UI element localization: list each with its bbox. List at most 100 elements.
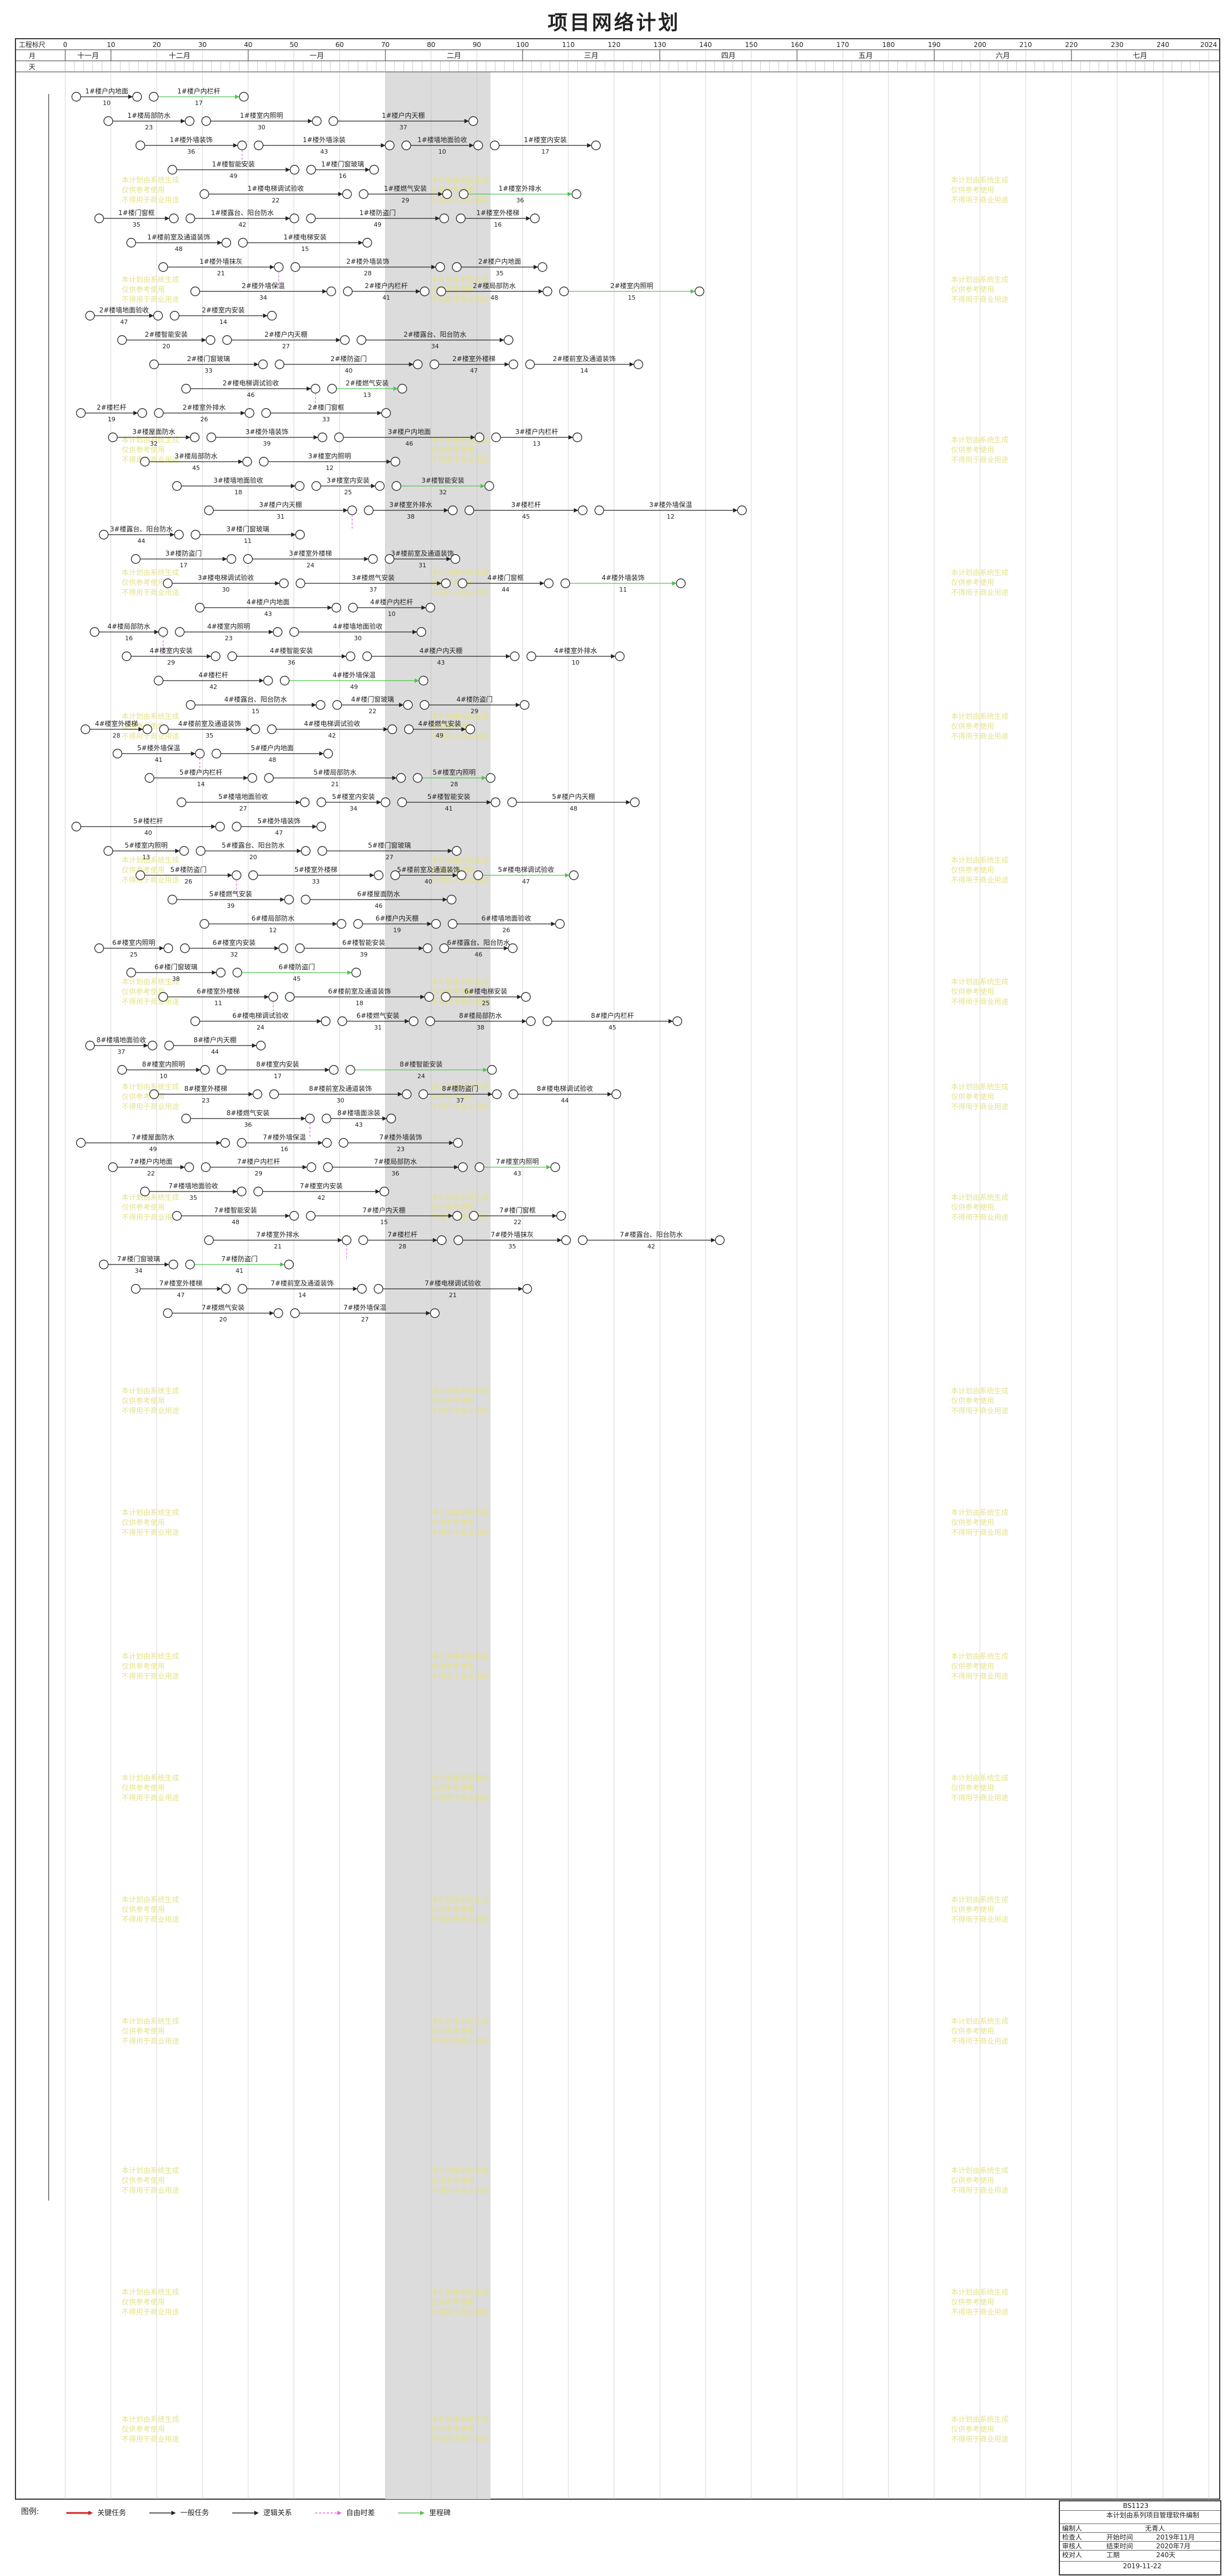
arrow-head (138, 727, 143, 731)
task-label: 4#楼门窗框 (488, 573, 524, 582)
watermark: 仅供参考使用 (951, 1203, 994, 1212)
task-label: 8#楼室内照明 (142, 1060, 185, 1068)
arrow-head (546, 1165, 551, 1169)
event-node (117, 1065, 127, 1075)
event-node (85, 311, 95, 321)
event-node (220, 1138, 230, 1148)
task-duration: 43 (320, 148, 328, 155)
task-duration: 21 (331, 781, 339, 788)
task-duration: 35 (190, 1194, 197, 1201)
arrow-head (364, 557, 369, 561)
event-node (317, 846, 327, 856)
arrow-head (442, 897, 447, 902)
arrow-head (227, 873, 232, 877)
task-label: 1#楼门窗玻璃 (321, 160, 364, 168)
event-node (422, 943, 433, 953)
event-node (201, 116, 211, 126)
legend-item: 关键任务 (97, 2509, 126, 2517)
task-duration: 28 (113, 732, 121, 739)
task-duration: 29 (401, 197, 409, 204)
event-node (452, 846, 462, 856)
arrow-head (338, 192, 343, 196)
event-node (452, 262, 462, 272)
task-label: 3#楼户内天棚 (259, 500, 302, 509)
watermark: 仅供参考使用 (122, 722, 165, 731)
task-label: 3#楼外墙装饰 (245, 427, 289, 436)
event-node (266, 724, 277, 734)
task-label: 8#楼墙面涂装 (337, 1109, 380, 1117)
event-node (149, 92, 159, 102)
watermark: 仅供参考使用 (122, 2425, 165, 2434)
watermark: 不得用于商业用途 (431, 1794, 489, 1802)
watermark: 本计划由系统生成 (431, 713, 489, 721)
event-node (374, 870, 384, 880)
arrow-head (386, 459, 391, 464)
task-duration: 32 (439, 489, 447, 496)
task-label: 3#楼门窗玻璃 (226, 525, 269, 533)
event-node (322, 1138, 332, 1148)
task-duration: 36 (391, 1170, 399, 1177)
watermark: 本计划由系统生成 (951, 1774, 1008, 1783)
tb-project: 本计划由系列项目管理软件编制 (1106, 2511, 1200, 2519)
task-label: 2#楼栏杆 (97, 403, 127, 411)
watermark: 本计划由系统生成 (951, 176, 1008, 185)
arrow-head (405, 1019, 410, 1023)
task-label: 1#楼前室及通道装饰 (147, 233, 210, 241)
watermark: 本计划由系统生成 (122, 2288, 179, 2297)
watermark: 本计划由系统生成 (951, 2018, 1008, 2026)
watermark: 本计划由系统生成 (951, 276, 1008, 284)
task-duration: 42 (238, 221, 246, 228)
task-label: 3#楼局部防水 (175, 452, 218, 460)
arrow-head (233, 143, 238, 148)
month-label: 一月 (310, 52, 324, 60)
watermark: 仅供参考使用 (122, 285, 165, 294)
watermark: 本计划由系统生成 (431, 1083, 489, 1091)
arrow-head (133, 411, 138, 415)
watermark: 本计划由系统生成 (122, 856, 179, 865)
event-node (284, 895, 294, 905)
task-duration: 23 (397, 1146, 405, 1153)
arrow-head (165, 216, 170, 221)
task-label: 6#楼室外楼梯 (197, 987, 240, 995)
arrow-head (464, 119, 469, 123)
watermark: 仅供参考使用 (431, 1905, 474, 1914)
task-duration: 36 (516, 197, 524, 204)
event-node (525, 359, 535, 369)
arrow-head (322, 289, 327, 294)
event-node (416, 627, 426, 637)
event-node (431, 919, 441, 929)
watermark: 不得用于商业用途 (951, 997, 1008, 1006)
event-node (126, 968, 136, 978)
event-node (76, 408, 86, 418)
tb-value: 无青人 (1145, 2525, 1166, 2532)
event-node (185, 116, 195, 126)
task-duration: 15 (301, 245, 309, 253)
event-node (430, 1308, 440, 1318)
arrow-head (504, 946, 509, 950)
arrow-head (499, 338, 504, 342)
task-duration: 38 (172, 975, 180, 983)
task-label: 4#楼露台、阳台防水 (224, 695, 287, 703)
task-duration: 38 (477, 1024, 484, 1031)
watermark: 不得用于商业用途 (951, 1102, 1008, 1111)
task-duration: 22 (272, 197, 280, 204)
task-duration: 35 (508, 1243, 516, 1250)
arrow-head (259, 678, 264, 683)
event-node (311, 481, 321, 491)
task-duration: 16 (494, 221, 501, 228)
event-node (169, 213, 179, 223)
event-node (469, 1211, 479, 1221)
task-label: 1#楼室外楼梯 (477, 208, 520, 217)
event-node (201, 1162, 211, 1172)
event-node (401, 1089, 412, 1099)
title-block: BS1123 本计划由系列项目管理软件编制 编制人 无青人 检查人 开始时间 2019… (1059, 2500, 1221, 2575)
watermark: 仅供参考使用 (431, 1518, 474, 1527)
event-node (544, 578, 554, 588)
task-duration: 41 (155, 756, 163, 764)
event-node (280, 676, 290, 686)
watermark: 仅供参考使用 (951, 987, 994, 996)
watermark: 本计划由系统生成 (951, 569, 1008, 577)
event-node (358, 189, 369, 199)
task-label: 6#楼门窗玻璃 (154, 963, 197, 971)
arrow-head (280, 897, 285, 902)
